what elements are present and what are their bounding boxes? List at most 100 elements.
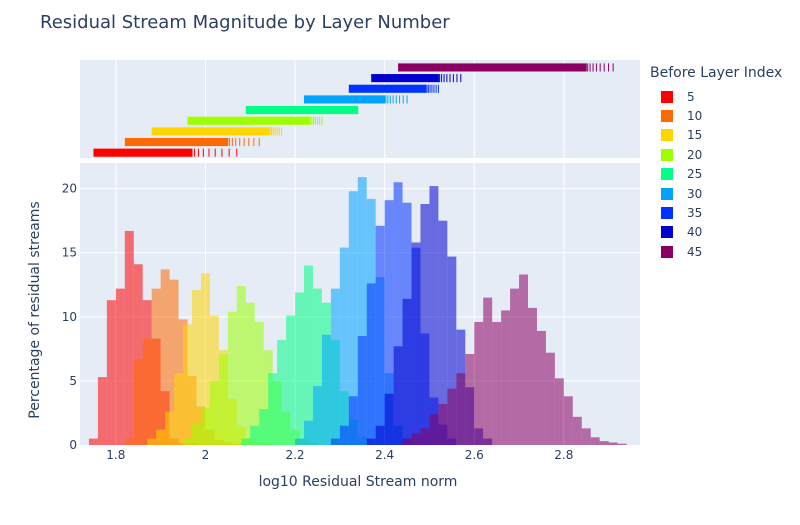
histogram-bar (312, 288, 322, 445)
x-axis-label: log10 Residual Stream norm (259, 474, 458, 490)
histogram-bar (393, 182, 403, 445)
histogram-bar (465, 353, 475, 445)
series-45-rug (398, 63, 614, 72)
histogram-bar (563, 396, 573, 445)
histogram-bar (250, 425, 260, 445)
histogram-bar (348, 396, 358, 445)
histogram-bar (492, 321, 502, 445)
legend-item-10[interactable]: 10 (650, 106, 782, 125)
histogram-bar (304, 265, 313, 445)
rug-band (245, 106, 354, 115)
chart-title: Residual Stream Magnitude by Layer Numbe… (40, 12, 450, 33)
histogram-bar (192, 423, 201, 445)
histogram-bar (456, 373, 466, 445)
histogram-bar (192, 289, 201, 445)
histogram-bar (411, 433, 421, 445)
histogram-bar (447, 256, 457, 445)
histogram-bar (519, 274, 528, 445)
legend-label: 30 (687, 186, 703, 201)
histogram-bar (218, 353, 228, 445)
legend-label: 40 (687, 225, 703, 240)
legend: Before Layer Index 5 10 15 20 25 30 35 40 45 (650, 65, 782, 262)
histogram-bar (169, 279, 179, 445)
series-5-rug (93, 148, 238, 157)
legend-swatch (661, 148, 673, 161)
legend-item-40[interactable]: 40 (650, 223, 782, 242)
legend-item-45[interactable]: 45 (650, 242, 782, 261)
histogram-bar (608, 442, 618, 445)
histogram-bar (142, 338, 152, 445)
legend-swatch (661, 168, 673, 181)
y-tick-label: 10 (62, 310, 77, 324)
histogram-bar (572, 416, 582, 445)
histogram-bar (590, 437, 600, 445)
histogram-bar (554, 378, 564, 445)
histogram-bar (357, 336, 367, 445)
legend-swatch (661, 129, 673, 142)
legend-items: 5 10 15 20 25 30 35 40 45 (650, 87, 782, 262)
histogram-bar (366, 283, 376, 445)
histogram-bar (447, 388, 457, 445)
histogram-bar (474, 321, 484, 445)
histogram-bar (402, 298, 412, 445)
histogram-bar (151, 288, 161, 445)
histogram-bar (510, 288, 520, 445)
rug-band (348, 84, 425, 93)
legend-item-30[interactable]: 30 (650, 184, 782, 203)
histogram-bar (420, 204, 430, 445)
histogram-bar (183, 438, 192, 445)
legend-swatch (661, 110, 673, 123)
legend-label: 35 (687, 206, 703, 221)
histogram-bar (133, 264, 143, 445)
rug-band (93, 148, 192, 157)
legend-item-15[interactable]: 15 (650, 126, 782, 145)
histogram-bar (209, 380, 219, 445)
x-tick-label: 2 (202, 448, 210, 462)
histogram-bar (124, 230, 134, 445)
histogram-bar (339, 425, 349, 445)
histogram-bar (97, 377, 107, 445)
histogram-bar (429, 186, 439, 445)
series-30-rug (304, 95, 408, 104)
series-25-rug (245, 106, 359, 115)
x-axis-ticks: 1.8 2 2.2 2.4 2.6 2.8 (106, 448, 573, 462)
histogram-bar (160, 269, 170, 445)
legend-item-25[interactable]: 25 (650, 165, 782, 184)
rug-band (151, 127, 269, 136)
legend-label: 20 (687, 147, 703, 162)
x-tick-label: 2.6 (465, 448, 484, 462)
y-axis-ticks: 0 5 10 15 20 (62, 182, 77, 452)
histogram-bar (330, 288, 340, 445)
legend-item-5[interactable]: 5 (650, 87, 782, 106)
legend-swatch (661, 187, 673, 200)
y-tick-label: 5 (69, 374, 77, 388)
rug-band (187, 116, 309, 125)
histogram-bar (156, 429, 166, 445)
rug-band (398, 63, 587, 72)
histogram-bar (384, 200, 394, 445)
rug-band (304, 95, 385, 104)
histogram-bar (124, 438, 134, 445)
legend-label: 10 (687, 109, 703, 124)
histogram-bar (200, 273, 210, 445)
histogram-bar (183, 324, 192, 445)
histogram-bar (528, 307, 537, 445)
histogram-bar (402, 438, 412, 445)
legend-label: 25 (687, 167, 703, 182)
histogram-bar (599, 441, 609, 445)
legend-item-20[interactable]: 20 (650, 145, 782, 164)
histogram-bar (304, 420, 313, 445)
legend-label: 15 (687, 128, 703, 143)
legend-swatch (661, 226, 673, 239)
histogram-bar (330, 438, 340, 445)
x-tick-label: 2.8 (554, 448, 573, 462)
histogram-bar (263, 350, 273, 445)
histogram-bar (241, 438, 251, 445)
legend-item-35[interactable]: 35 (650, 203, 782, 222)
histogram-bar (259, 409, 269, 445)
x-tick-label: 2.2 (285, 448, 304, 462)
x-tick-label: 2.4 (375, 448, 394, 462)
histogram-bar (200, 407, 210, 445)
legend-title: Before Layer Index (650, 65, 783, 81)
